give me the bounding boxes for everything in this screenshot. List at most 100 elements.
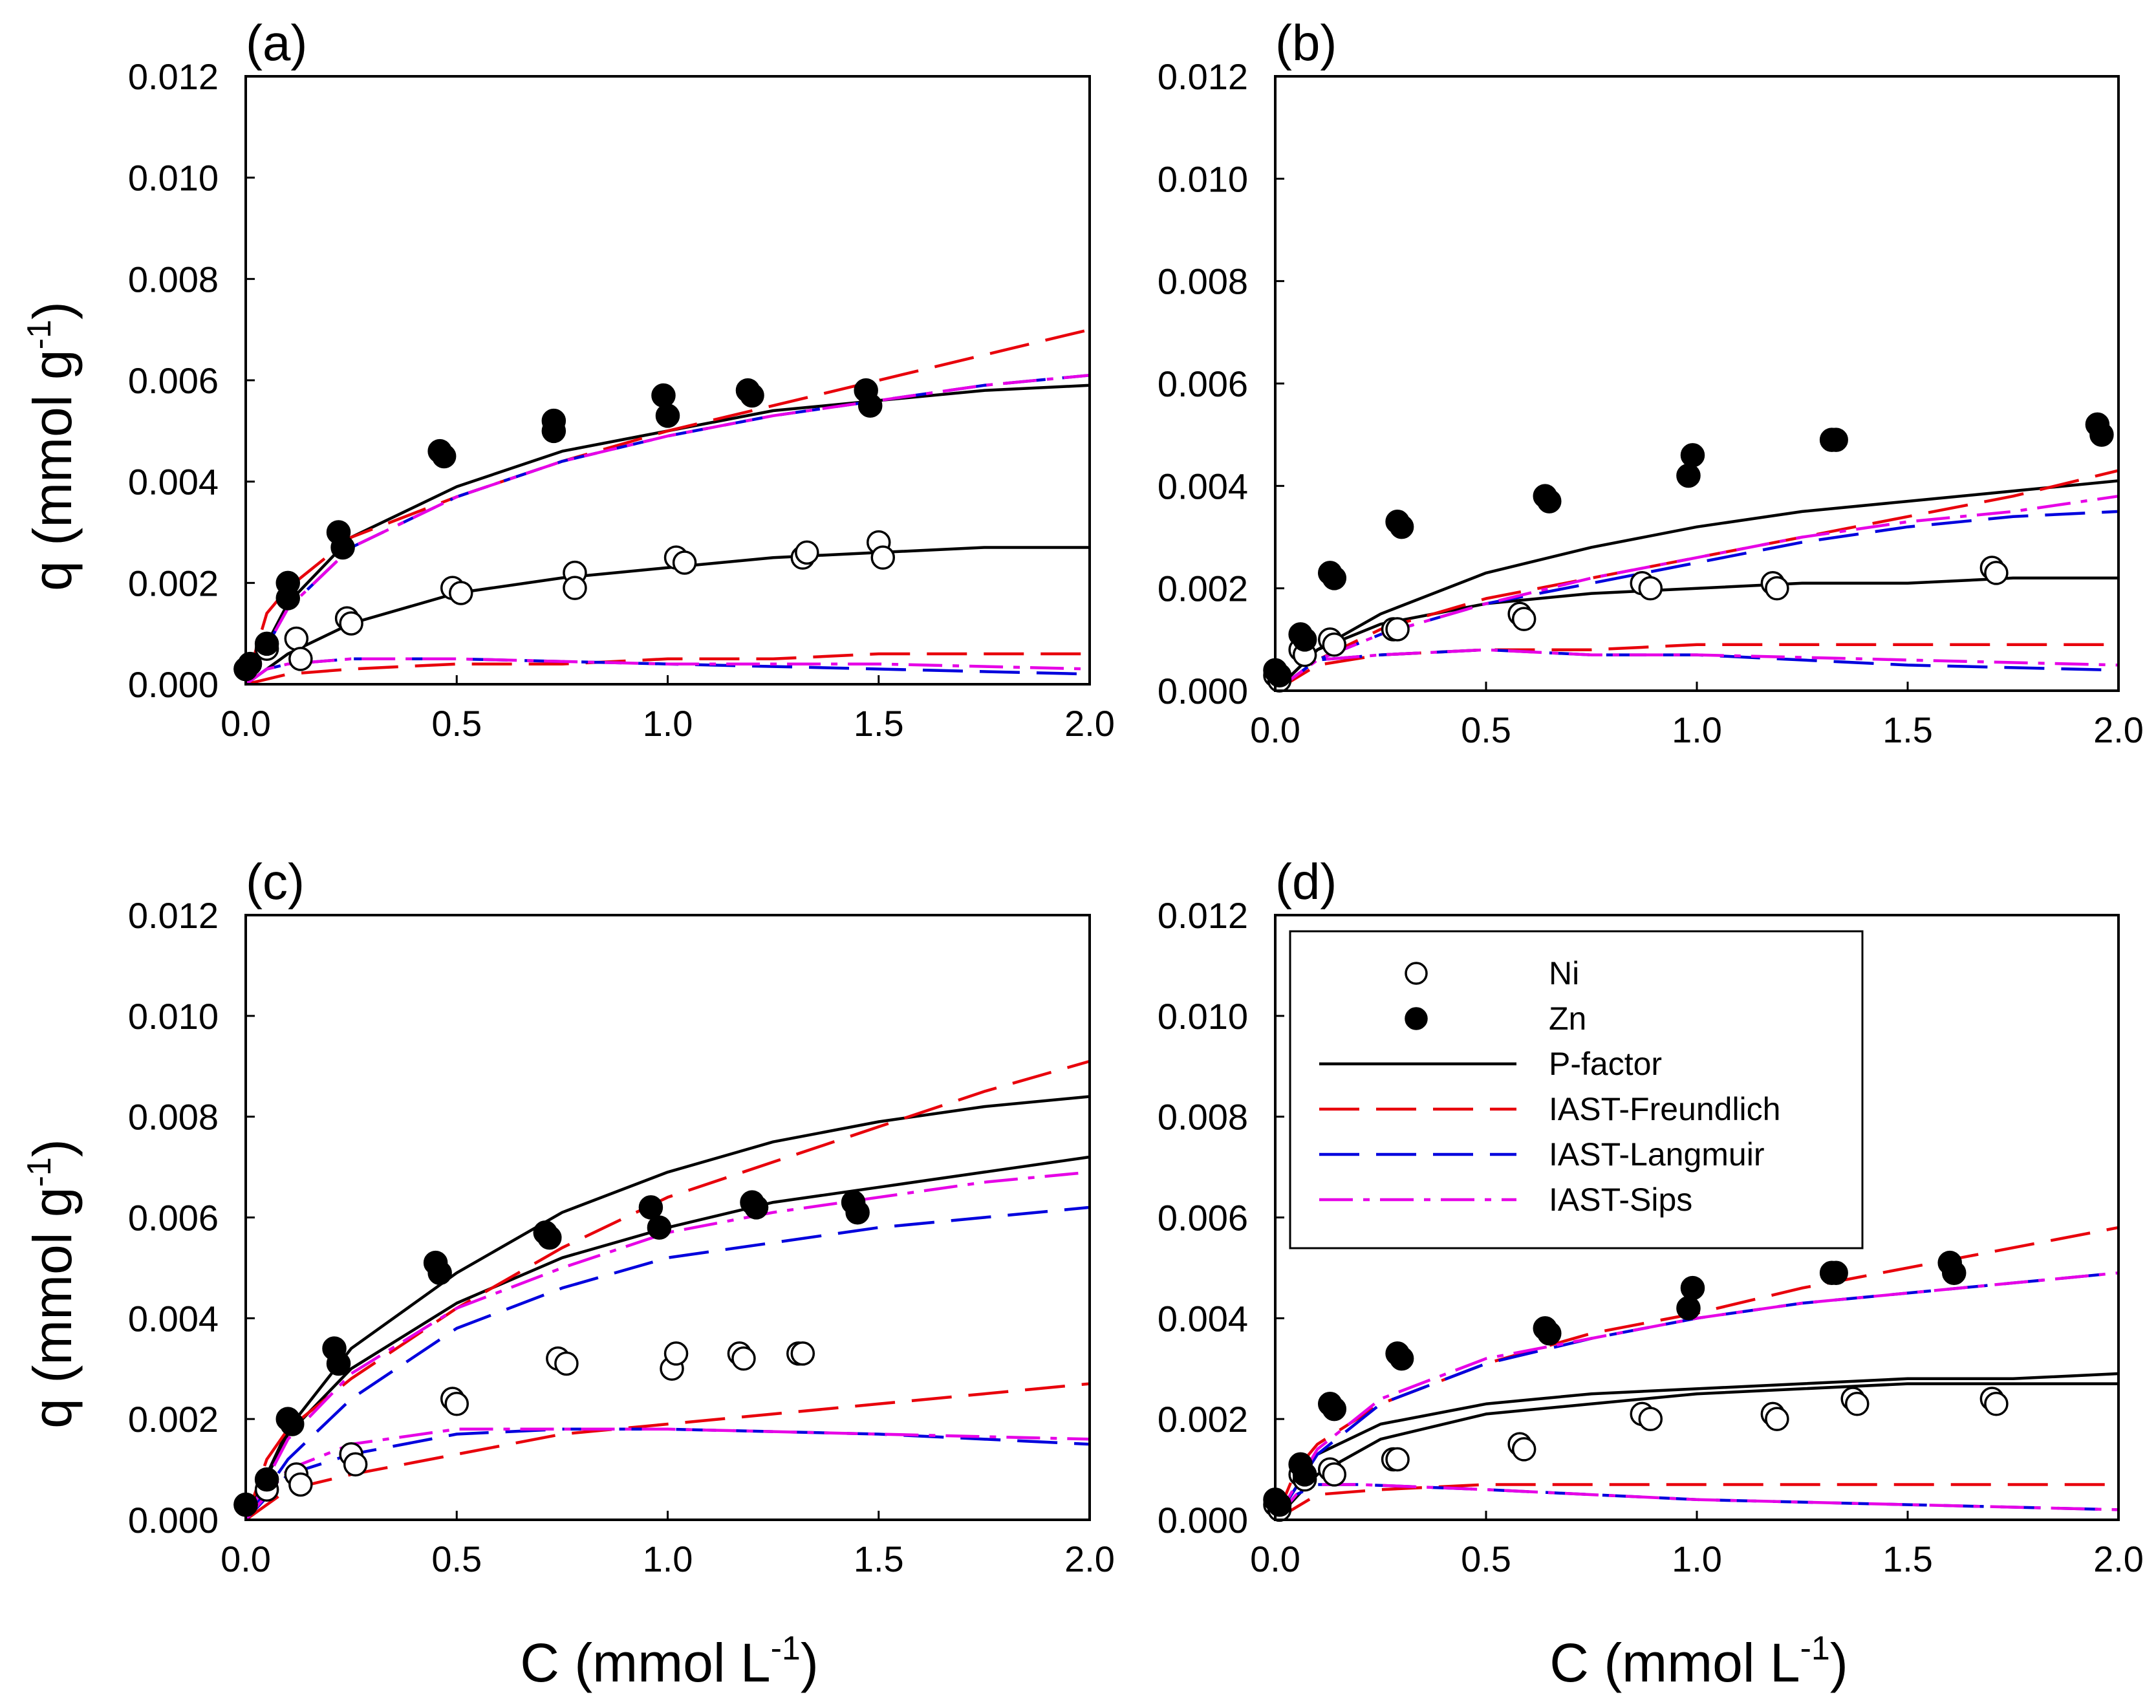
point-zn	[237, 651, 263, 676]
x-axis-title-right: C (mmol L-1)	[1549, 1630, 1848, 1693]
point-ni	[449, 581, 473, 605]
point-zn	[431, 444, 457, 469]
panel-label: (d)	[1275, 853, 1337, 910]
x-tick-label: 0.5	[431, 1539, 482, 1579]
x-tick-label: 0.0	[1250, 1539, 1300, 1579]
point-zn	[254, 631, 279, 656]
legend-label: IAST-Langmuir	[1549, 1136, 1764, 1173]
panel-d: (d) 0.000 0.002 0.004 0.006 0.008 0.010 0.012 0.…	[1158, 853, 2144, 1579]
legend-marker	[1405, 962, 1428, 985]
point-zn	[651, 383, 676, 408]
legend-label: IAST-Sips	[1549, 1182, 1692, 1218]
series-line-iast-sips	[1274, 1271, 2119, 1521]
point-zn	[2089, 422, 2114, 447]
series-line-iast-sips	[244, 1427, 1090, 1521]
point-zn	[280, 1412, 305, 1436]
point-ni	[1765, 576, 1789, 601]
series-line-iast-sips	[1274, 648, 2119, 692]
panel-c: (c) 0.000 0.002 0.004 0.006 0.008 0.010 0.012 0.…	[128, 853, 1115, 1579]
x-tick-label: 0.0	[1250, 709, 1300, 750]
point-ni	[1322, 632, 1347, 657]
panel-a: (a) 0.000 0.002 0.004 0.006 0.008 0.010 0.012 0.…	[128, 14, 1115, 744]
point-ni	[284, 626, 309, 651]
point-zn	[1537, 489, 1562, 513]
point-zn	[330, 535, 355, 560]
y-tick-label: 0.008	[1158, 261, 1248, 302]
series-line-p-factor	[244, 384, 1090, 686]
plot-frame	[244, 75, 1091, 686]
point-zn	[1322, 1396, 1347, 1422]
point-zn	[1941, 1260, 1967, 1285]
point-ni	[795, 540, 819, 565]
legend: Ni Zn P-factor IAST-Freundlich IAST-Langmuir…	[1289, 930, 1864, 1249]
point-zn	[427, 1260, 452, 1285]
series-line-iast-freundlich	[244, 1382, 1090, 1521]
point-ni	[288, 1472, 313, 1497]
series-line-p-factor	[244, 1095, 1090, 1520]
point-ni	[790, 1341, 815, 1366]
point-ni	[1638, 1407, 1663, 1431]
x-tick-label: 2.0	[1064, 703, 1115, 744]
legend-marker	[1405, 1007, 1428, 1030]
point-zn	[1680, 1275, 1705, 1301]
point-ni	[554, 1351, 579, 1376]
y-tick-label: 0.008	[1158, 1097, 1248, 1138]
point-zn	[254, 1467, 279, 1492]
y-tick-label: 0.000	[1158, 671, 1248, 711]
point-ni	[1765, 1407, 1789, 1431]
point-ni	[343, 1452, 368, 1477]
x-tick-label: 1.0	[643, 1539, 693, 1579]
point-ni	[444, 1392, 469, 1416]
legend-label: IAST-Freundlich	[1549, 1091, 1780, 1127]
point-zn	[326, 1351, 351, 1376]
y-tick-label: 0.004	[128, 1298, 219, 1339]
series-line-iast-langmuir	[244, 1205, 1090, 1521]
point-zn	[655, 404, 680, 428]
point-ni	[672, 550, 697, 575]
series-line-iast-freundlich	[1274, 1483, 2118, 1521]
y-tick-label: 0.012	[1158, 56, 1248, 97]
y-tick-label: 0.006	[128, 1198, 219, 1238]
y-tick-label: 0.002	[128, 563, 219, 603]
point-ni	[1845, 1392, 1870, 1416]
series-line-p-factor	[244, 1155, 1090, 1520]
point-zn	[1267, 1492, 1292, 1517]
series-line-iast-sips	[244, 373, 1090, 686]
point-ni	[1322, 1462, 1347, 1487]
point-zn	[1292, 627, 1317, 652]
y-tick-label: 0.010	[128, 996, 219, 1037]
point-ni	[731, 1346, 756, 1371]
point-zn	[1267, 663, 1292, 687]
y-tick-label: 0.006	[1158, 1198, 1248, 1238]
series-line-p-factor	[1274, 479, 2119, 692]
y-tick-label: 0.000	[1158, 1500, 1248, 1540]
y-tick-label: 0.002	[1158, 568, 1248, 609]
series-line-iast-freundlich	[1274, 469, 2119, 692]
x-tick-label: 0.5	[1461, 1539, 1511, 1579]
x-tick-label: 2.0	[2093, 1539, 2144, 1579]
point-zn	[740, 383, 764, 408]
y-tick-label: 0.002	[128, 1399, 219, 1440]
point-zn	[1537, 1321, 1562, 1346]
x-tick-label: 1.5	[1882, 709, 1933, 750]
x-tick-label: 1.5	[854, 1539, 904, 1579]
y-tick-label: 0.008	[128, 259, 219, 299]
panel-label: (a)	[246, 14, 307, 71]
y-axis-title-top: q (mmol g-1)	[21, 301, 83, 591]
point-ni	[1385, 617, 1410, 642]
point-zn	[1322, 566, 1347, 590]
y-tick-label: 0.010	[128, 158, 219, 199]
point-zn	[1824, 1260, 1848, 1285]
point-zn	[744, 1195, 769, 1220]
series-line-iast-langmuir	[244, 1427, 1090, 1521]
point-zn	[845, 1200, 870, 1225]
series-line-iast-langmuir	[1274, 1483, 2119, 1521]
point-zn	[1680, 443, 1705, 468]
y-tick-label: 0.010	[1158, 158, 1248, 199]
legend-box	[1289, 930, 1864, 1249]
point-ni	[1984, 561, 2009, 585]
point-ni	[663, 1341, 689, 1366]
series-line-iast-sips	[1274, 1483, 2119, 1521]
point-zn	[1676, 463, 1701, 488]
